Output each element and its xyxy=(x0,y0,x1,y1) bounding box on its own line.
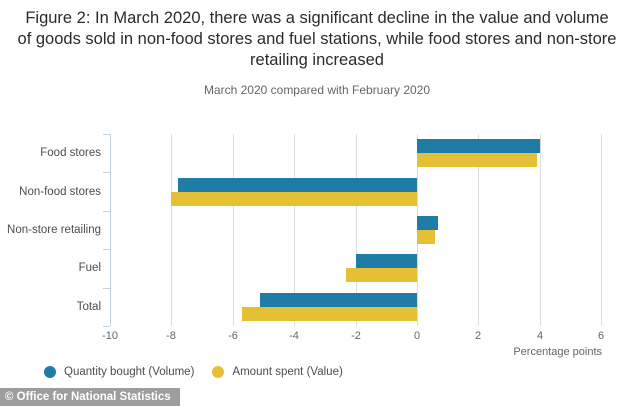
ons-copyright-badge: © Office for National Statistics xyxy=(0,388,180,406)
bar-amount-spent-value-food-stores xyxy=(417,153,537,167)
x-tick-label-0: 0 xyxy=(413,330,421,342)
x-tick-label--2: -2 xyxy=(351,330,361,342)
legend-label-volume: Quantity bought (Volume) xyxy=(64,366,195,378)
y-axis-tick xyxy=(103,249,110,250)
gridline-x--6 xyxy=(233,134,234,326)
x-tick-label-6: 6 xyxy=(597,330,605,342)
legend-item-volume: Quantity bought (Volume) xyxy=(44,366,194,378)
bar-quantity-bought-volume-non-store-retailing xyxy=(417,216,438,230)
y-axis-tick xyxy=(103,134,110,135)
legend-label-value: Amount spent (Value) xyxy=(232,366,343,378)
y-axis-line xyxy=(110,134,111,326)
bar-quantity-bought-volume-food-stores xyxy=(417,139,540,153)
y-axis-tick xyxy=(103,172,110,173)
chart-legend: Quantity bought (Volume) Amount spent (V… xyxy=(44,366,343,378)
x-tick-label--6: -6 xyxy=(228,330,238,342)
bar-amount-spent-value-total xyxy=(242,307,417,321)
bar-amount-spent-value-non-store-retailing xyxy=(417,230,435,244)
gridline-x-2 xyxy=(478,134,479,326)
gridline-x-4 xyxy=(540,134,541,326)
bar-amount-spent-value-non-food-stores xyxy=(171,192,417,206)
category-label-food-stores: Food stores xyxy=(40,147,101,159)
bar-quantity-bought-volume-total xyxy=(260,293,417,307)
category-label-total: Total xyxy=(76,301,101,313)
gridline-x--8 xyxy=(171,134,172,326)
x-tick-label--8: -8 xyxy=(166,330,176,342)
category-label-non-food-stores: Non-food stores xyxy=(19,186,101,198)
y-axis-tick xyxy=(103,326,110,327)
x-tick-label--10: -10 xyxy=(102,330,118,342)
y-axis-tick xyxy=(103,211,110,212)
gridline-x-6 xyxy=(601,134,602,326)
gridline-x--2 xyxy=(356,134,357,326)
x-tick-label--4: -4 xyxy=(289,330,299,342)
category-label-non-store-retailing: Non-store retailing xyxy=(7,224,101,236)
bar-amount-spent-value-fuel xyxy=(346,268,417,282)
volume-legend-dot-icon xyxy=(44,366,56,378)
chart-title: Figure 2: In March 2020, there was a sig… xyxy=(17,9,617,70)
chart-subtitle: March 2020 compared with February 2020 xyxy=(203,83,431,97)
value-legend-dot-icon xyxy=(212,366,225,378)
category-label-fuel: Fuel xyxy=(78,262,101,274)
x-tick-label-4: 4 xyxy=(536,330,544,342)
bar-quantity-bought-volume-fuel xyxy=(356,254,417,268)
y-axis-tick xyxy=(103,288,110,289)
bar-quantity-bought-volume-non-food-stores xyxy=(178,178,417,192)
x-axis-label: Percentage points xyxy=(513,346,602,358)
gridline-x--4 xyxy=(294,134,295,326)
legend-item-value: Amount spent (Value) xyxy=(212,366,343,378)
x-tick-label-2: 2 xyxy=(474,330,482,342)
